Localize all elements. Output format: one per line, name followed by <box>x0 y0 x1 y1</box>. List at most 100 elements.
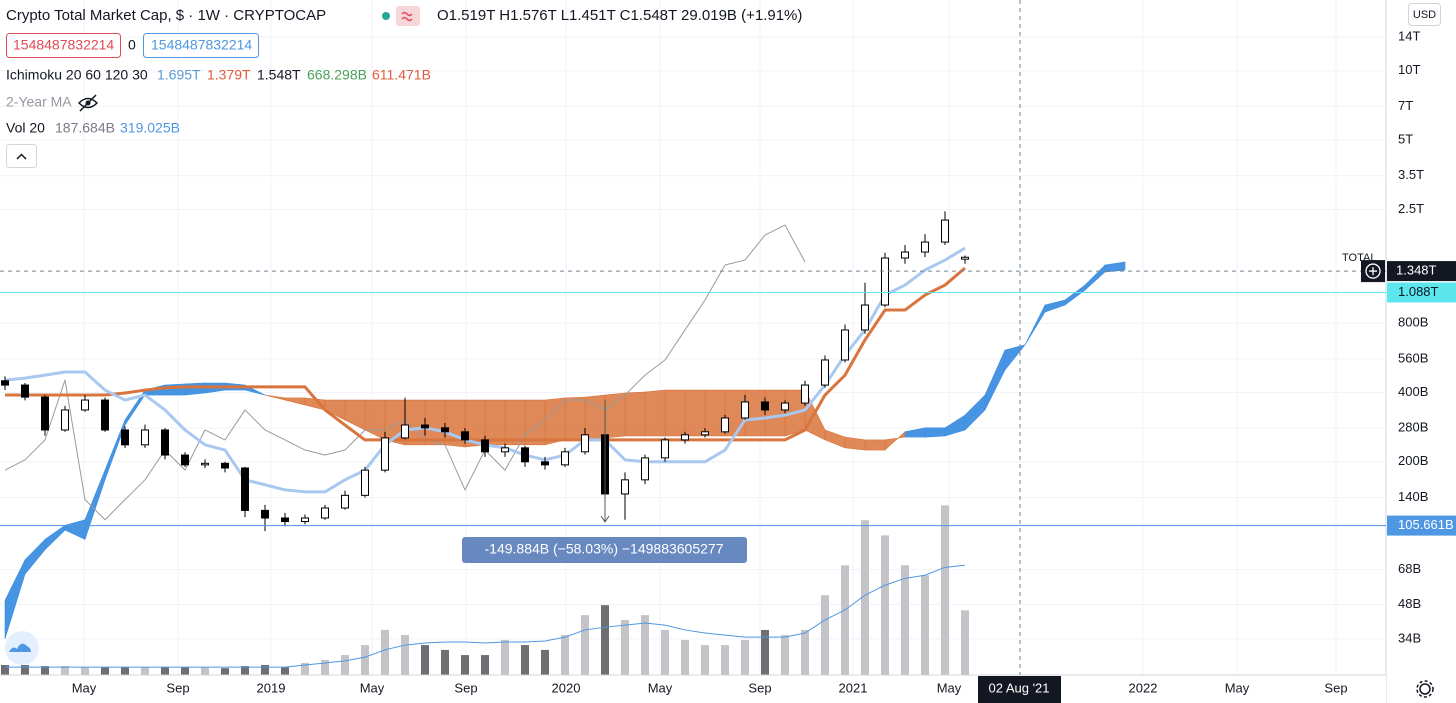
volume-bar <box>421 645 429 675</box>
candle-body <box>521 447 529 463</box>
settings-icon[interactable] <box>1416 680 1434 698</box>
volume-bar <box>541 649 549 675</box>
plot-area <box>1 211 1126 675</box>
candle-body <box>401 424 409 439</box>
candle-body <box>201 462 209 466</box>
currency-button[interactable] <box>1408 3 1441 26</box>
volume-bar <box>201 667 209 675</box>
volume-bar <box>361 645 369 675</box>
measure-box <box>462 537 747 563</box>
candle-body <box>381 437 389 471</box>
input-value: 1548487832214 <box>151 37 252 53</box>
volume-bar <box>441 649 449 675</box>
volume-bar <box>821 595 829 675</box>
volume-bar <box>921 575 929 675</box>
collapse-button[interactable] <box>6 144 37 168</box>
candle-body <box>461 431 469 441</box>
y-tick-label: 800B <box>1398 315 1428 330</box>
candle-body <box>721 417 729 433</box>
y-tick-label: 3.5T <box>1398 167 1424 182</box>
candle-body <box>681 434 689 441</box>
volume-bar <box>121 667 129 675</box>
volume-bar <box>161 667 169 675</box>
volume-bar <box>501 639 509 675</box>
volume-bar <box>1 665 9 675</box>
crosshair-price-label: 1.348T <box>1396 263 1437 278</box>
volume-bar <box>581 615 589 675</box>
input-box[interactable] <box>143 33 259 58</box>
candle-body <box>481 439 489 453</box>
hidden-eye-icon[interactable] <box>77 94 99 112</box>
ichimoku-cloud <box>544 397 566 446</box>
price-label-box <box>1387 282 1456 303</box>
candle-body <box>861 304 869 331</box>
volume-bar <box>381 629 389 675</box>
candle-body <box>121 429 129 446</box>
ichimoku-cloud <box>1104 261 1126 273</box>
volume-bar <box>301 662 309 675</box>
volume-bar <box>801 629 809 675</box>
x-tick-label: 2020 <box>552 680 581 695</box>
indicator-value: 1.548T <box>257 67 301 83</box>
y-tick-label: 48B <box>1398 596 1421 611</box>
volume-bar <box>901 565 909 675</box>
ichimoku-cloud <box>424 399 446 446</box>
candle-body <box>961 256 969 260</box>
indicator-value: 187.684B <box>55 120 115 136</box>
candle-body <box>901 251 909 259</box>
input-value: 1548487832214 <box>13 37 114 53</box>
x-tick-label: May <box>72 680 97 695</box>
candle-body <box>801 384 809 404</box>
candle-body <box>181 454 189 466</box>
candle-body <box>1 380 9 386</box>
y-tick-label: 560B <box>1398 350 1428 365</box>
ichimoku-cloud <box>644 389 666 437</box>
volume-bar <box>961 610 969 675</box>
candle-body <box>741 401 749 419</box>
candle-body <box>941 219 949 243</box>
volume-bar <box>561 635 569 675</box>
candle-body <box>881 257 889 306</box>
x-tick-label: May <box>648 680 673 695</box>
crosshair-time-box <box>978 676 1061 703</box>
candle-body <box>641 457 649 481</box>
volume-bar <box>461 655 469 675</box>
ichimoku-cloud <box>924 427 946 438</box>
volume-bar <box>601 605 609 675</box>
volume-bar <box>741 639 749 675</box>
crosshair-add-icon <box>1365 263 1381 279</box>
candle-body <box>261 509 269 519</box>
input-box[interactable] <box>6 33 121 58</box>
grid <box>0 0 1386 675</box>
candle-body <box>301 517 309 523</box>
volume-bar <box>721 645 729 675</box>
volume-bar <box>861 520 869 675</box>
status-dot <box>382 12 390 20</box>
candle-body <box>281 517 289 523</box>
candle-body <box>821 359 829 386</box>
candle-body <box>541 461 549 466</box>
ohlc-legend: O1.519T H1.576T L1.451T C1.548T 29.019B … <box>437 7 802 24</box>
volume-bar <box>21 665 29 675</box>
candle-body <box>621 479 629 495</box>
x-tick-label: Sep <box>1324 680 1347 695</box>
volume-bar <box>61 666 69 675</box>
volume-bar <box>181 667 189 675</box>
input-value: 0 <box>128 37 136 53</box>
candle-body <box>101 399 109 431</box>
volume-bar <box>281 667 289 675</box>
candle-body <box>841 329 849 361</box>
volume-bar <box>641 615 649 675</box>
candle-body <box>441 427 449 433</box>
candle-body <box>21 384 29 398</box>
candle-body <box>321 507 329 519</box>
indicator-value: 611.471B <box>372 67 431 83</box>
candle-body <box>581 434 589 453</box>
logo[interactable] <box>5 631 39 665</box>
indicator-value: 1.379T <box>207 67 251 83</box>
ichimoku-cloud <box>624 391 646 437</box>
ichimoku-cloud <box>484 399 506 446</box>
